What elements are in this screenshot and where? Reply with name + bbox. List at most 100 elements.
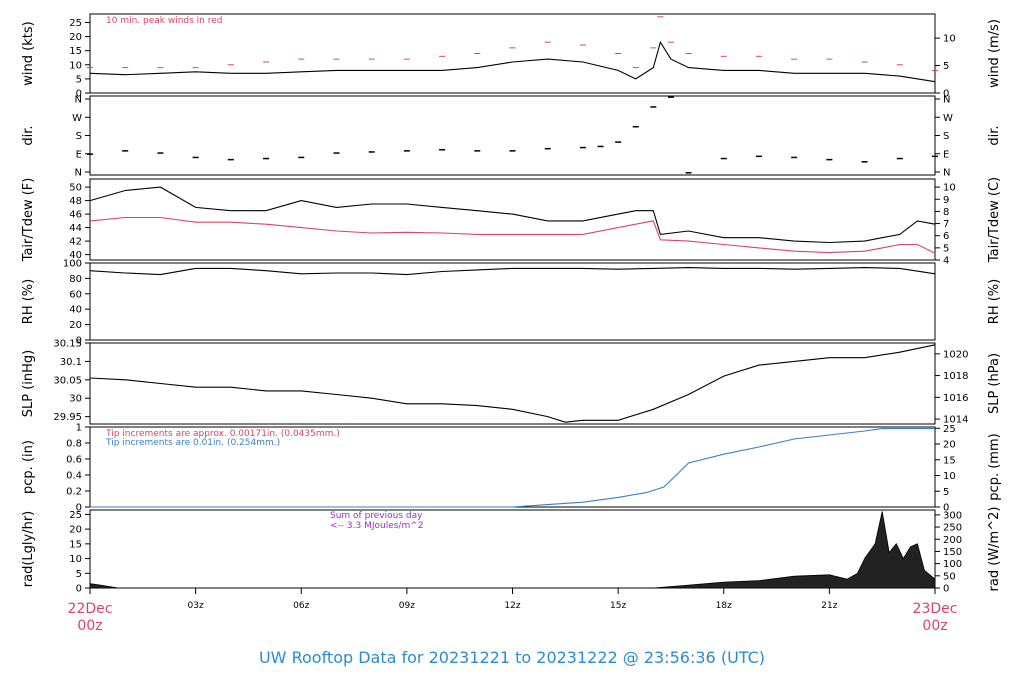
y-tick-label: 40 — [69, 305, 82, 316]
right-tick-label: 150 — [943, 547, 962, 558]
y-tick-label: 5 — [76, 569, 82, 580]
annotation: 10 min. peak winds in red — [106, 16, 223, 26]
y-tick-label: 10 — [69, 554, 82, 565]
y-tick-label: 0 — [76, 89, 82, 100]
y-tick-label: N — [75, 95, 82, 106]
y-tick-label: 30.05 — [53, 375, 82, 386]
x-tick-label: 21z — [821, 601, 837, 611]
right-axis-label: dir. — [987, 125, 1002, 145]
right-tick-label: 5 — [943, 61, 949, 72]
panel-frame — [89, 95, 936, 176]
y-tick-label: 0.4 — [66, 471, 82, 482]
series-Tdew — [89, 216, 936, 254]
right-tick-label: 1016 — [943, 393, 968, 404]
right-tick-label: 0 — [943, 503, 949, 514]
y-tick-label: 30.1 — [60, 357, 82, 368]
y-tick-label: 80 — [69, 274, 82, 285]
y-tick-label: 100 — [63, 259, 82, 270]
y-tick-label: 15 — [69, 539, 82, 550]
annotation: Sum of previous day — [330, 511, 423, 521]
series-SLP — [89, 344, 936, 423]
y-tick-label: 25 — [69, 510, 82, 521]
right-tick-label: 7 — [943, 219, 949, 230]
right-tick-label: E — [943, 149, 949, 160]
panel-frame — [89, 262, 936, 341]
x-tick-label: 12z — [504, 601, 520, 611]
y-tick-label: 29.95 — [53, 412, 82, 423]
series-precip — [90, 428, 935, 508]
right-tick-label: 300 — [943, 510, 962, 521]
panel-rh: 0 20 40 60 80 100 RH (%) RH (%) — [21, 259, 1002, 347]
x-tick-label: 06z — [293, 601, 309, 611]
panel-slp: 29.95 30 30.05 30.1 30.15 1014 1016 1018 1020 SLP… — [21, 339, 1002, 426]
right-tick-label: 0 — [943, 584, 949, 595]
y-tick-label: 0.6 — [66, 455, 82, 466]
right-axis-label: Tair/Tdew (C) — [987, 177, 1002, 263]
x-end-date: 23Dec — [913, 601, 958, 617]
x-tick-label: 03z — [188, 601, 204, 611]
y-axis-label: dir. — [21, 125, 36, 145]
y-tick-label: 20 — [69, 32, 82, 43]
x-tick-label: 15z — [610, 601, 626, 611]
right-tick-label: 5 — [943, 243, 949, 254]
panel-frame — [89, 178, 936, 261]
footer-title: UW Rooftop Data for 20231221 to 20231222… — [258, 648, 766, 667]
y-tick-label: 0.2 — [66, 487, 82, 498]
x-end-time: 00z — [922, 618, 947, 634]
right-tick-label: 25 — [943, 424, 956, 435]
y-tick-label: 0.8 — [66, 439, 82, 450]
right-tick-label: 250 — [943, 523, 962, 534]
y-axis-label: wind (kts) — [21, 21, 36, 85]
y-axis-label: rad(Lgly/hr) — [21, 511, 36, 587]
series-wind — [89, 40, 936, 83]
y-tick-label: 20 — [69, 320, 82, 331]
panel-wind: 0 5 10 15 20 25 0 5 10 wind (kts) wind (m/s) 10 min… — [21, 13, 1002, 100]
panel-rad: 0510152025050100150200250300rad(Lgly/hr)… — [21, 507, 1002, 595]
y-tick-label: E — [76, 149, 82, 160]
right-tick-label: 50 — [943, 571, 956, 582]
right-tick-label: 100 — [943, 559, 962, 570]
y-tick-label: 0 — [76, 584, 82, 595]
annotation: <-- 3.3 MJoules/m^2 — [330, 521, 424, 531]
panel-frame — [89, 13, 936, 94]
y-tick-label: 46 — [69, 210, 82, 221]
right-tick-label: W — [943, 113, 953, 124]
right-axis-label: wind (m/s) — [987, 19, 1002, 88]
annotation: Tip increments are approx. 0.00171in. (0… — [105, 429, 340, 439]
right-tick-label: 10 — [943, 471, 956, 482]
y-tick-label: S — [76, 131, 82, 142]
right-tick-label: 6 — [943, 231, 949, 242]
series-Tair — [89, 186, 936, 244]
y-tick-label: 15 — [69, 46, 82, 57]
right-tick-label: 9 — [943, 195, 949, 206]
y-tick-label: W — [72, 113, 82, 124]
right-tick-label: 20 — [943, 440, 956, 451]
right-tick-label: 5 — [943, 487, 949, 498]
right-tick-label: 1020 — [943, 349, 968, 360]
y-tick-label: 25 — [69, 18, 82, 29]
y-tick-label: 0 — [76, 336, 82, 347]
right-axis-label: pcp. (mm) — [987, 433, 1002, 500]
y-axis-label: RH (%) — [21, 279, 36, 324]
y-tick-label: 60 — [69, 289, 82, 300]
y-tick-label: 30.15 — [53, 339, 82, 350]
y-tick-label: 10 — [69, 60, 82, 71]
right-tick-label: 1014 — [943, 415, 968, 426]
y-axis-label: Tair/Tdew (F) — [21, 178, 36, 263]
right-tick-label: N — [943, 95, 950, 106]
y-tick-label: 1 — [76, 423, 82, 434]
right-tick-label: 1018 — [943, 371, 968, 382]
y-tick-label: 42 — [69, 237, 82, 248]
y-tick-label: 40 — [69, 250, 82, 261]
y-tick-label: 50 — [69, 183, 82, 194]
panel-frame — [89, 342, 936, 425]
right-tick-label: N — [943, 168, 950, 179]
y-tick-label: 0 — [76, 503, 82, 514]
x-start-time: 00z — [77, 618, 102, 634]
x-tick-label: 18z — [716, 601, 732, 611]
